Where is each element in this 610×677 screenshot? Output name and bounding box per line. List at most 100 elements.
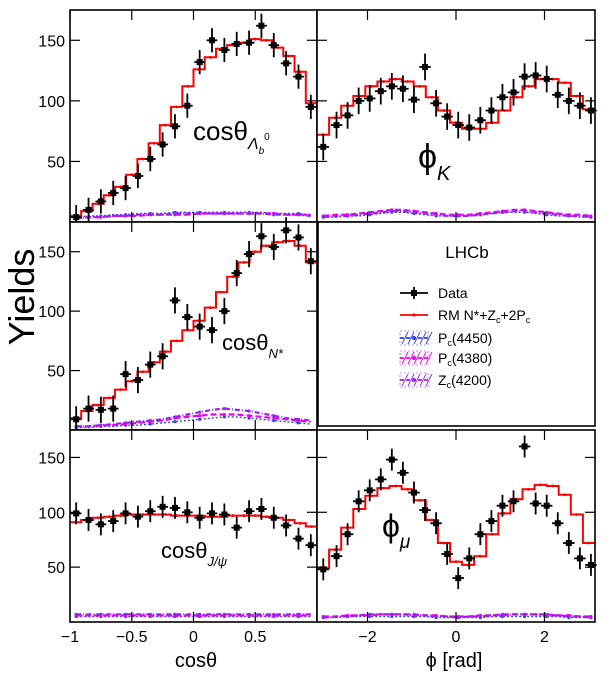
fit-marker [265, 38, 268, 42]
component-marker [321, 215, 325, 219]
component-pc4450 [76, 416, 311, 429]
data-point [333, 122, 340, 129]
component-marker [296, 417, 301, 421]
fit-marker [265, 515, 268, 519]
legend-swatch-hatch [419, 351, 427, 365]
data-point [543, 502, 550, 509]
fit-marker [96, 403, 100, 407]
data-point [283, 60, 290, 67]
component-pc4380 [76, 413, 311, 428]
x-tick-label: 2 [540, 629, 549, 646]
component-marker [123, 612, 128, 616]
data-point [196, 514, 203, 521]
fit-marker [220, 290, 223, 294]
plot-area [317, 430, 595, 622]
data-point [97, 521, 104, 528]
fit-marker [242, 514, 246, 517]
component-marker [434, 614, 438, 619]
data-point [576, 102, 583, 109]
y-tick-label: 50 [47, 364, 65, 381]
fit-marker [141, 157, 145, 161]
fit-marker [551, 484, 555, 488]
component-marker [545, 613, 549, 618]
component-marker [296, 612, 301, 616]
data-point [366, 95, 373, 102]
data-point [171, 297, 178, 304]
component-marker [148, 213, 152, 217]
data-point [422, 507, 429, 514]
data-point [344, 531, 351, 538]
data-point [554, 520, 561, 527]
fit-marker [298, 70, 302, 74]
y-tick-label: 100 [38, 94, 65, 111]
fit-marker [430, 95, 434, 99]
legend-swatch-hatch [425, 331, 433, 345]
legend-swatch-hatch [425, 373, 433, 387]
component-marker [123, 214, 128, 218]
component-marker [589, 616, 593, 620]
data-point [85, 405, 92, 412]
legend-swatch-hatch [401, 351, 409, 365]
data-point [209, 327, 216, 334]
data-point [184, 102, 191, 109]
data-point [388, 456, 395, 463]
component-marker [247, 414, 251, 418]
component-marker [272, 612, 276, 616]
fit-marker [418, 84, 422, 88]
data-point [307, 542, 314, 549]
data-point [488, 107, 495, 114]
data-point [399, 85, 406, 92]
data-point [307, 103, 314, 110]
legend-swatch-hatch [401, 331, 409, 345]
fit-marker [130, 513, 134, 516]
component-marker [500, 210, 505, 214]
data-point [159, 141, 166, 148]
fit-marker [587, 541, 591, 545]
data-point [455, 122, 462, 129]
component-marker [198, 612, 202, 616]
component-marker [222, 412, 226, 417]
fit-marker [175, 105, 179, 109]
fit-marker [563, 493, 567, 497]
data-point [122, 371, 129, 378]
component-marker [296, 421, 301, 425]
component-marker [74, 612, 78, 616]
fit-marker [175, 339, 179, 343]
data-point [134, 377, 141, 384]
data-point [221, 308, 228, 315]
fit-marker [107, 193, 111, 197]
component-marker [173, 415, 177, 419]
fit-marker [418, 498, 422, 502]
fit-marker [231, 514, 235, 517]
fit-marker [287, 54, 291, 58]
panel-phi-k: ϕK [316, 9, 597, 223]
plot-area [317, 10, 595, 222]
legend-swatch-marker [412, 336, 416, 340]
data-point [122, 185, 129, 192]
fit-marker [575, 513, 579, 516]
fit-marker [502, 109, 506, 112]
data-point [377, 88, 384, 95]
component-zc4200 [76, 407, 311, 428]
data-point [159, 503, 166, 510]
component-marker [272, 416, 276, 420]
data-point [532, 72, 539, 79]
data-point [110, 405, 117, 412]
component-marker [173, 612, 177, 616]
component-marker [222, 612, 226, 616]
panel-label: cosθN* [222, 330, 284, 361]
component-marker [99, 215, 103, 219]
data-point [477, 531, 484, 538]
x-tick-label: −2 [358, 629, 376, 646]
legend-swatch-hatch [407, 351, 415, 365]
legend-swatch-marker [412, 356, 416, 360]
component-marker [247, 416, 251, 420]
component-marker [412, 210, 416, 214]
fit-marker [287, 239, 291, 243]
x-tick-label: 0 [189, 629, 198, 646]
component-marker [198, 417, 202, 421]
component-marker [522, 614, 527, 619]
component-marker [222, 407, 226, 411]
panel-cos-theta-lambda-b: 50 100 150 cosθΛb0 [38, 9, 318, 230]
